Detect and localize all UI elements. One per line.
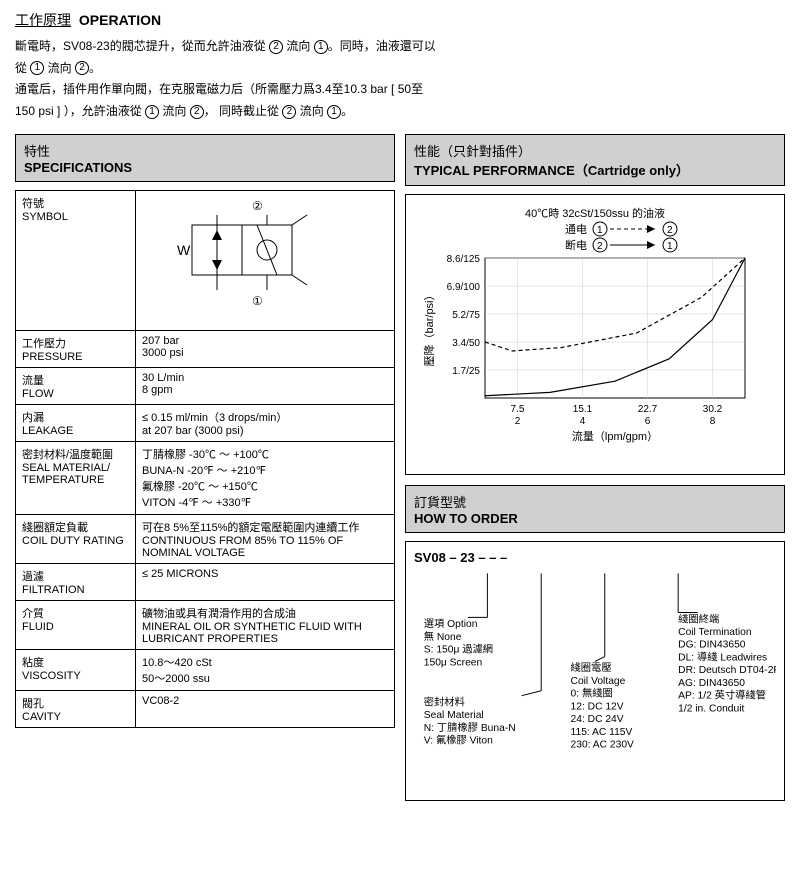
svg-text:6: 6 (645, 416, 651, 427)
spec-header: 特性 SPECIFICATIONS (15, 134, 395, 182)
svg-text:7.5: 7.5 (511, 404, 525, 415)
svg-text:1: 1 (667, 241, 673, 252)
svg-text:W: W (177, 242, 191, 258)
svg-text:8.6/125: 8.6/125 (447, 254, 481, 265)
svg-text:AP: 1/2 英寸導綫管: AP: 1/2 英寸導綫管 (678, 689, 766, 702)
svg-text:Seal Material: Seal Material (424, 711, 484, 722)
svg-text:115: AC 115V: 115: AC 115V (571, 727, 633, 738)
operation-header: 工作原理 OPERATION (15, 10, 785, 30)
svg-text:①: ① (252, 294, 263, 308)
svg-text:2: 2 (515, 416, 521, 427)
order-header: 訂貨型號 HOW TO ORDER (405, 485, 785, 533)
svg-text:40℃時 32cSt/150ssu 的油液: 40℃時 32cSt/150ssu 的油液 (525, 206, 665, 220)
spec-table: 符號SYMBOL ② W ① 工作壓力PRESSURE207 bar3000 p… (15, 190, 395, 728)
svg-text:230: AC 230V: 230: AC 230V (571, 740, 635, 751)
svg-text:8: 8 (710, 416, 716, 427)
svg-text:Coil Termination: Coil Termination (678, 627, 752, 638)
svg-text:密封材料: 密封材料 (424, 696, 465, 709)
svg-text:DG: DIN43650: DG: DIN43650 (678, 640, 746, 651)
svg-text:Coil Voltage: Coil Voltage (571, 676, 626, 687)
svg-text:AG: DIN43650: AG: DIN43650 (678, 678, 745, 689)
svg-text:無 None: 無 None (424, 630, 462, 643)
svg-text:30.2: 30.2 (703, 404, 723, 415)
svg-text:選項 Option: 選項 Option (424, 618, 478, 631)
svg-text:1/2 in. Conduit: 1/2 in. Conduit (678, 704, 744, 715)
svg-text:2: 2 (597, 241, 603, 252)
svg-text:流量（lpm/gpm）: 流量（lpm/gpm） (572, 429, 658, 443)
svg-text:V: 氟橡膠 Viton: V: 氟橡膠 Viton (424, 734, 493, 747)
svg-text:150μ Screen: 150μ Screen (424, 658, 483, 669)
svg-text:3.4/50: 3.4/50 (452, 338, 480, 349)
how-to-order: SV08 – 23 – – – 選項 Option無 NoneS: 150μ 過… (405, 541, 785, 801)
svg-text:DR: Deutsch DT04-2P: DR: Deutsch DT04-2P (678, 666, 776, 677)
svg-text:4: 4 (580, 416, 586, 427)
svg-text:断电: 断电 (565, 238, 587, 252)
svg-text:22.7: 22.7 (638, 404, 658, 415)
svg-text:DL: 導綫 Leadwires: DL: 導綫 Leadwires (678, 651, 767, 664)
svg-text:6.9/100: 6.9/100 (447, 282, 481, 293)
performance-chart: 40℃時 32cSt/150ssu 的油液通电 1 2 断电 2 1 8.6/125 6.9/… (405, 194, 785, 475)
svg-text:S: 150μ 過濾網: S: 150μ 過濾網 (424, 643, 493, 656)
svg-text:綫圈電壓: 綫圈電壓 (571, 662, 612, 675)
svg-text:5.2/75: 5.2/75 (452, 310, 480, 321)
svg-text:1.7/25: 1.7/25 (452, 366, 480, 377)
svg-text:綫圈終端: 綫圈終端 (678, 613, 719, 626)
svg-text:2: 2 (667, 225, 673, 236)
svg-text:②: ② (252, 199, 263, 213)
operation-text: 斷電時，SV08-23的閥芯提升，從而允許油液從 2 流向 1。同時，油液還可以… (15, 36, 785, 122)
svg-text:12: DC 12V: 12: DC 12V (571, 702, 624, 713)
svg-text:壓降（bar/psi）: 壓降（bar/psi） (422, 290, 436, 367)
svg-text:通电: 通电 (565, 223, 587, 236)
svg-text:1: 1 (597, 225, 603, 236)
svg-text:N: 丁腈橡膠 Buna-N: N: 丁腈橡膠 Buna-N (424, 721, 516, 734)
perf-header: 性能（只針對插件） TYPICAL PERFORMANCE（Cartridge … (405, 134, 785, 186)
svg-text:24: DC 24V: 24: DC 24V (571, 714, 624, 725)
svg-text:15.1: 15.1 (573, 404, 593, 415)
svg-text:0: 無綫圈: 0: 無綫圈 (571, 687, 613, 700)
symbol-diagram: ② W ① (136, 191, 395, 331)
